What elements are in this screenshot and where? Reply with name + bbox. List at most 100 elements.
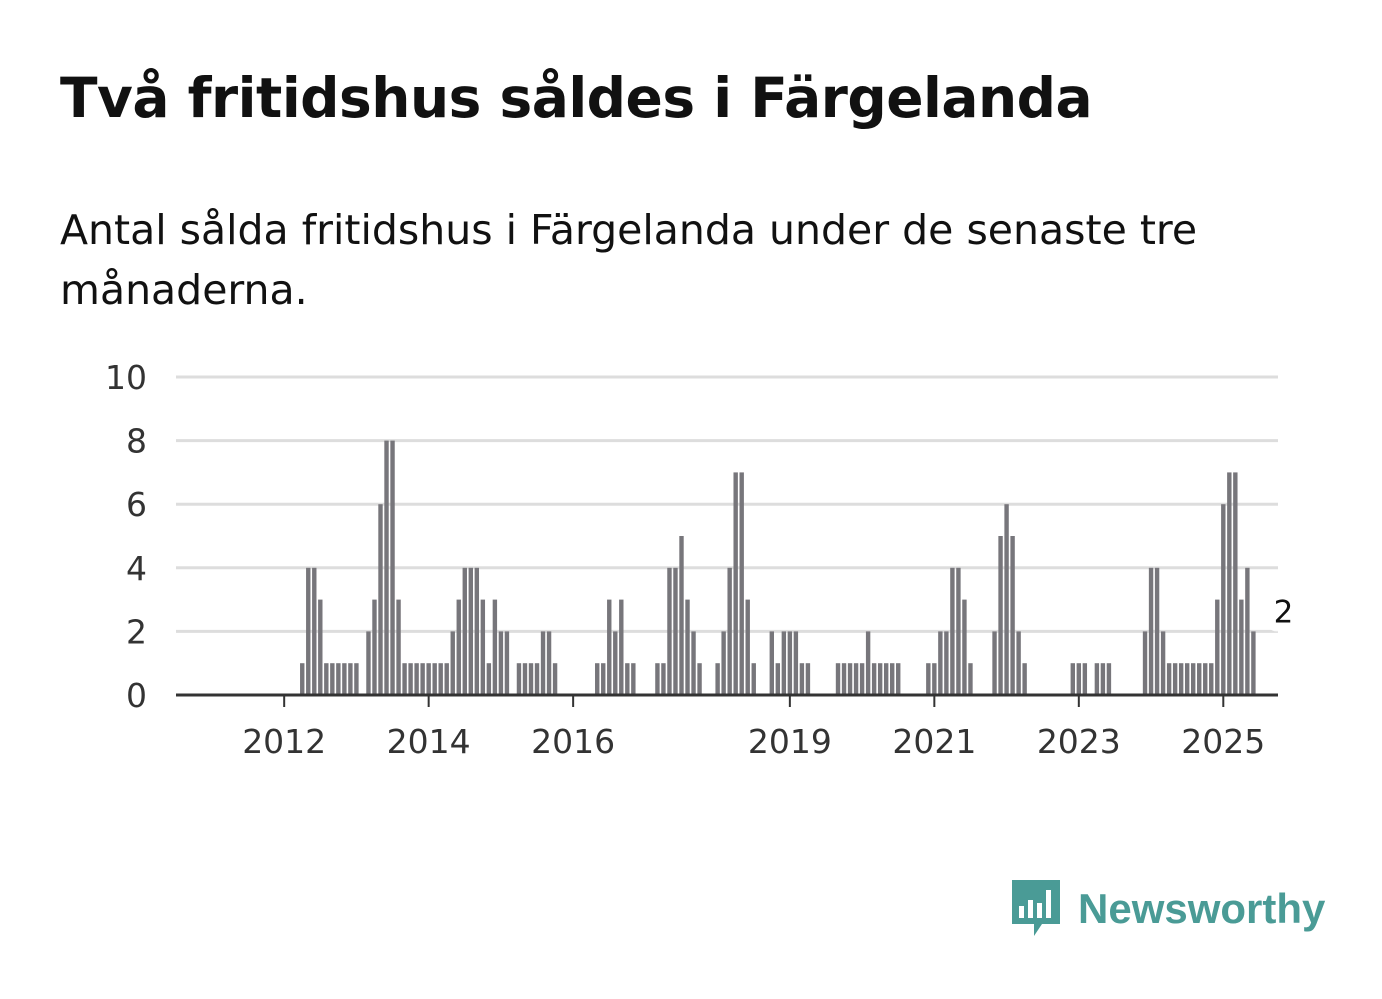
bar: [408, 663, 413, 695]
bar: [619, 599, 624, 695]
newsworthy-logo: Newsworthy: [1010, 878, 1325, 940]
x-tick-label: 2025: [1181, 722, 1265, 761]
x-axis: 2012 2014 2016 2019 2021 2023 2025: [176, 693, 1278, 761]
bar: [480, 599, 486, 695]
bar: [841, 663, 847, 695]
bar: [962, 599, 967, 695]
bar: [1233, 472, 1238, 695]
bar: [528, 663, 534, 695]
bar: [342, 663, 347, 695]
bar: [896, 663, 901, 695]
bar: [691, 631, 696, 695]
bar: [787, 631, 793, 695]
bar: [1227, 472, 1232, 695]
bar: [890, 663, 895, 695]
bar: [775, 663, 781, 695]
bar: [348, 663, 353, 695]
bar: [932, 663, 937, 695]
bar: [1076, 663, 1082, 695]
bar: [372, 599, 377, 695]
bar: [625, 663, 630, 695]
y-tick-label: 10: [105, 358, 147, 397]
bar: [1148, 567, 1154, 695]
x-tick-label: 2021: [892, 722, 976, 761]
x-tick-label: 2023: [1037, 722, 1121, 761]
bar: [396, 599, 401, 695]
bar: [420, 663, 425, 695]
bar: [1070, 663, 1075, 695]
annotation-background: [1266, 591, 1301, 632]
y-tick-label: 2: [126, 612, 147, 651]
bar: [1100, 663, 1106, 695]
bar: [679, 536, 684, 695]
bar: [474, 567, 480, 695]
bar: [1221, 504, 1226, 695]
chart-subtitle: Antal sålda fritidshus i Färgelanda unde…: [60, 206, 1198, 314]
bar: [992, 631, 997, 695]
bar: [1010, 536, 1015, 695]
x-tick-label: 2019: [748, 722, 832, 761]
bar: [366, 631, 371, 695]
bar: [793, 631, 799, 695]
bar: [871, 663, 877, 695]
bar: [1094, 663, 1100, 695]
bar: [426, 663, 431, 695]
bar: [462, 567, 467, 695]
bar: [306, 567, 311, 695]
bar: [1166, 663, 1172, 695]
bar: [739, 472, 744, 695]
bar: [312, 567, 317, 695]
bar: [944, 631, 949, 695]
bar: [324, 663, 329, 695]
bar: [438, 663, 443, 695]
bar: [492, 599, 498, 695]
bar: [877, 663, 883, 695]
y-axis-ticks: 0 2 4 6 8 10: [105, 358, 147, 715]
bar: [546, 631, 552, 695]
bar: [769, 631, 774, 695]
bar: [450, 631, 455, 695]
bar: [1178, 663, 1184, 695]
bar: [318, 599, 323, 695]
bar: [540, 631, 546, 695]
bar: [456, 599, 461, 695]
bar: [354, 663, 359, 695]
bar: [432, 663, 437, 695]
bar: [486, 663, 492, 695]
bar: [1239, 599, 1244, 695]
bar: [601, 663, 606, 695]
x-tick-label: 2014: [387, 722, 471, 761]
bar: [1184, 663, 1190, 695]
annotation: 2: [1266, 591, 1301, 632]
bar: [1215, 599, 1220, 695]
chart-title: Två fritidshus såldes i Färgelanda: [60, 66, 1093, 130]
bar: [1016, 631, 1021, 695]
bar: [1106, 663, 1112, 695]
bar: [745, 599, 750, 695]
bar: [613, 631, 618, 695]
bar: [733, 472, 738, 695]
bar: [697, 663, 702, 695]
x-tick-label: 2016: [531, 722, 615, 761]
bar: [956, 567, 961, 695]
brand-name: Newsworthy: [1078, 885, 1326, 932]
bar: [402, 663, 407, 695]
bar: [390, 440, 395, 695]
bar: [631, 663, 636, 695]
bar: [1203, 663, 1208, 695]
bar: [336, 663, 341, 695]
bar: [968, 663, 973, 695]
bar: [853, 663, 859, 695]
bar: [835, 663, 841, 695]
bar: [1245, 567, 1250, 695]
bar: [1142, 631, 1148, 695]
bar: [552, 663, 558, 695]
bar: [1197, 663, 1202, 695]
bar: [721, 631, 726, 695]
bar: [444, 663, 449, 695]
bar: [1172, 663, 1178, 695]
newsworthy-chart-icon: [1012, 880, 1060, 936]
y-tick-label: 6: [126, 485, 147, 524]
bar: [751, 663, 756, 695]
bar: [522, 663, 528, 695]
